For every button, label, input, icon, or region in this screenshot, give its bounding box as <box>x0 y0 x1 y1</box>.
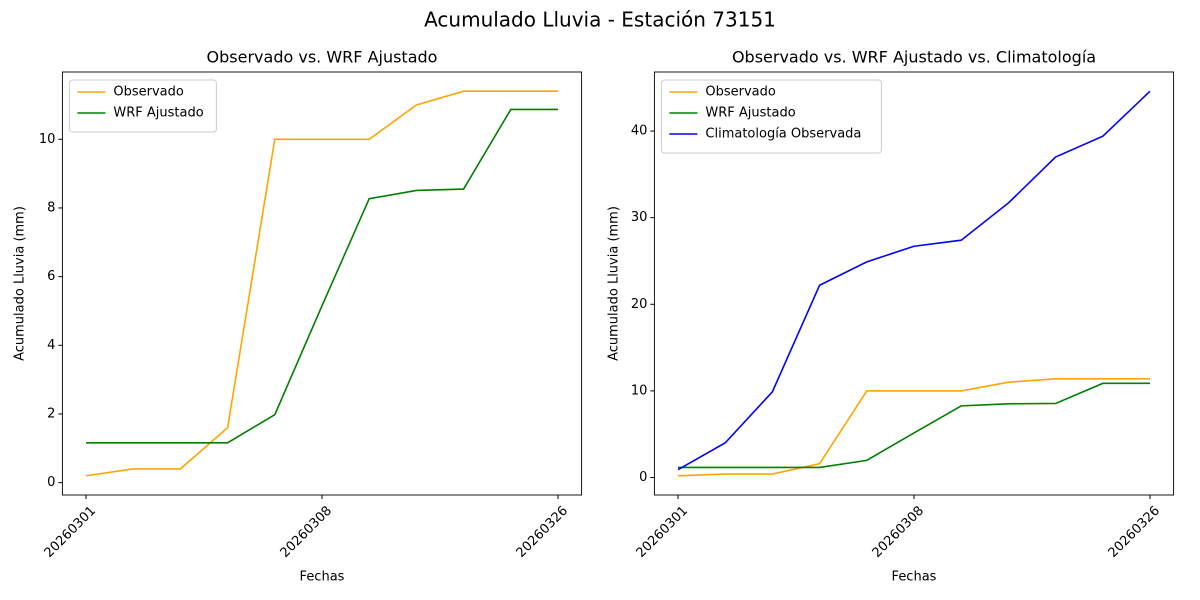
y-tick-label: 0 <box>639 470 647 485</box>
x-axis-label: Fechas <box>892 570 937 585</box>
x-tick-label: 20260308 <box>278 503 335 560</box>
y-tick-label: 10 <box>39 132 56 147</box>
y-tick-label: 6 <box>47 269 55 284</box>
legend-label: WRF Ajustado <box>705 106 795 121</box>
y-tick-label: 8 <box>47 200 55 215</box>
legend-box <box>68 79 217 133</box>
y-tick-label: 10 <box>631 383 648 398</box>
x-tick-label: 20260308 <box>870 503 927 560</box>
y-tick-label: 0 <box>47 475 55 490</box>
figure-title: Acumulado Lluvia - Estación 73151 <box>424 8 776 32</box>
x-tick-label: 20260301 <box>634 503 691 560</box>
data-line <box>86 108 558 444</box>
legend-label: WRF Ajustado <box>113 106 203 121</box>
data-line <box>677 90 1151 471</box>
data-line <box>677 377 1150 477</box>
axes-title: Observado vs. WRF Ajustado <box>207 48 438 67</box>
legend-label: Observado <box>113 85 184 100</box>
x-axis-label: Fechas <box>300 570 345 585</box>
data-line <box>678 382 1150 469</box>
legend-label: Observado <box>705 85 776 100</box>
y-tick-label: 4 <box>47 338 55 353</box>
axes-frame <box>61 71 583 496</box>
legend-box <box>660 79 882 154</box>
y-tick-label: 30 <box>631 210 648 225</box>
axes-frame <box>653 71 1175 496</box>
x-tick-label: 20260326 <box>1106 503 1163 560</box>
x-tick-label: 20260326 <box>514 503 571 560</box>
axes-title: Observado vs. WRF Ajustado vs. Climatolo… <box>732 48 1096 67</box>
y-tick-label: 40 <box>631 124 648 139</box>
legend-label: Climatología Observada <box>705 127 861 142</box>
x-tick-label: 20260301 <box>42 503 99 560</box>
y-axis-label: Acumulado Lluvia (mm) <box>607 206 622 361</box>
y-tick-label: 2 <box>47 406 55 421</box>
data-line <box>85 90 558 477</box>
y-axis-label: Acumulado Lluvia (mm) <box>13 206 28 361</box>
y-tick-label: 20 <box>631 297 648 312</box>
